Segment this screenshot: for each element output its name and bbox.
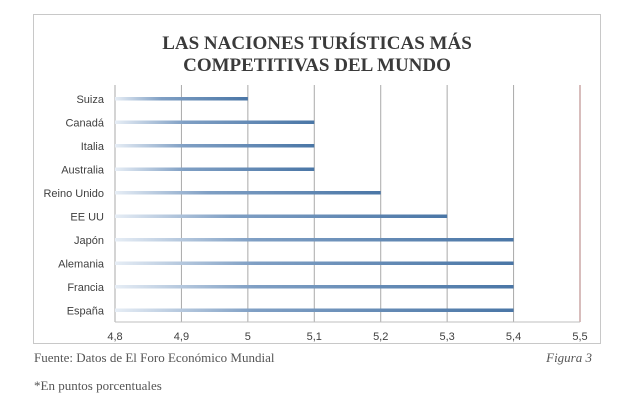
bar <box>115 144 315 148</box>
category-label: Italia <box>81 141 105 153</box>
category-label: Canadá <box>65 117 104 129</box>
x-tick-label: 5 <box>245 331 251 343</box>
figure-label: Figura 3 <box>546 350 592 365</box>
chart-title: LAS NACIONES TURÍSTICAS MÁS COMPETITIVAS… <box>34 33 600 77</box>
bar-chart-plot: 4,8 4,9 5 5,1 5,2 5,3 5,4 5,5 Suiza Canadá Italia A… <box>43 85 588 343</box>
category-label: Francia <box>67 282 105 294</box>
bar <box>115 167 315 171</box>
bar <box>115 285 514 289</box>
bar <box>115 214 448 218</box>
category-label: Japón <box>74 235 104 247</box>
category-label: España <box>67 305 105 317</box>
x-tick-label: 5,1 <box>307 331 322 343</box>
bar <box>115 191 381 195</box>
bar <box>115 308 514 312</box>
x-tick-label: 4,9 <box>174 331 189 343</box>
x-tick-label: 5,3 <box>439 331 454 343</box>
footnote: *En puntos porcentuales <box>34 378 162 393</box>
bar <box>115 120 315 124</box>
bar <box>115 238 514 242</box>
category-label: Suiza <box>76 94 104 106</box>
x-tick-label: 5,4 <box>506 331 521 343</box>
chart-container: LAS NACIONES TURÍSTICAS MÁS COMPETITIVAS… <box>33 14 601 344</box>
chart-title-line-2: COMPETITIVAS DEL MUNDO <box>183 55 451 76</box>
x-tick-label: 5,2 <box>373 331 388 343</box>
source-note: Fuente: Datos de El Foro Económico Mundi… <box>34 350 275 365</box>
category-label: Alemania <box>58 258 105 270</box>
x-tick-label: 5,5 <box>572 331 587 343</box>
category-label: EE UU <box>70 211 104 223</box>
x-tick-label: 4,8 <box>107 331 122 343</box>
bar <box>115 97 248 101</box>
chart-title-line-1: LAS NACIONES TURÍSTICAS MÁS <box>162 33 472 54</box>
category-label: Australia <box>61 164 105 176</box>
category-label: Reino Unido <box>43 188 104 200</box>
bar <box>115 261 514 265</box>
